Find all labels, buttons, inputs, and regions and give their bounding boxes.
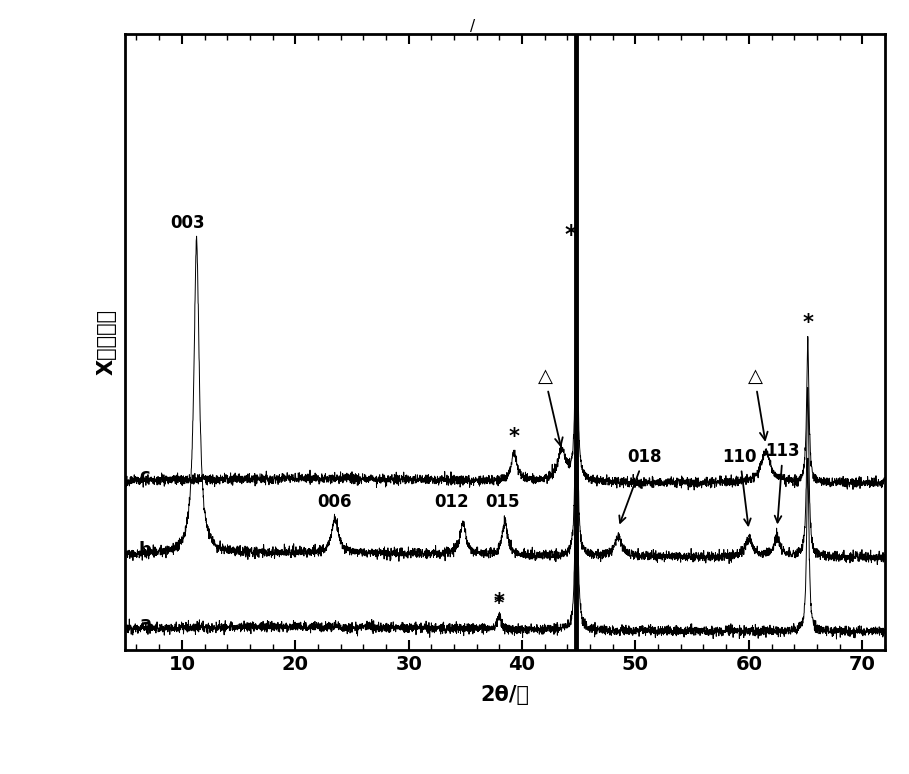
Text: 003: 003 xyxy=(170,214,205,232)
Text: 110: 110 xyxy=(723,448,757,526)
Text: $\mathbf{*}$: $\mathbf{*}$ xyxy=(802,310,814,330)
Text: 015: 015 xyxy=(485,493,520,512)
Text: c: c xyxy=(139,467,149,485)
Text: $\mathbf{*}$: $\mathbf{*}$ xyxy=(564,221,578,245)
Text: b: b xyxy=(139,541,152,559)
Text: 006: 006 xyxy=(317,493,352,512)
Text: $\mathbf{*}$: $\mathbf{*}$ xyxy=(508,425,520,445)
X-axis label: 2θ/度: 2θ/度 xyxy=(481,685,530,705)
Text: $\triangle$: $\triangle$ xyxy=(534,367,563,446)
Text: a: a xyxy=(139,615,151,633)
Text: $\mathbf{*}$: $\mathbf{*}$ xyxy=(493,590,505,610)
Text: 113: 113 xyxy=(765,442,800,522)
Text: /: / xyxy=(470,19,475,34)
Text: $\triangle$: $\triangle$ xyxy=(744,367,767,440)
Text: 018: 018 xyxy=(619,448,662,522)
Text: $\mathbf{*}$: $\mathbf{*}$ xyxy=(494,592,505,611)
Y-axis label: X射线强度: X射线强度 xyxy=(97,309,117,375)
Text: 012: 012 xyxy=(435,493,469,512)
